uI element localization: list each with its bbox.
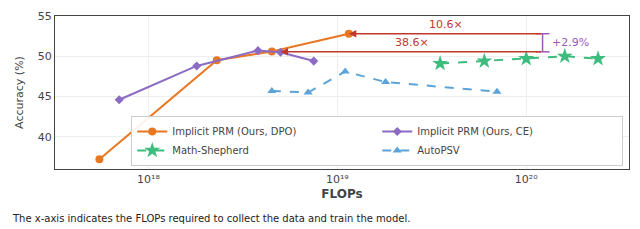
svg-text:10.6×: 10.6× [429, 18, 463, 31]
svg-text:10¹⁹: 10¹⁹ [326, 173, 349, 186]
svg-text:50: 50 [38, 50, 52, 63]
svg-text:55: 55 [38, 10, 52, 23]
svg-text:+2.9%: +2.9% [552, 36, 589, 49]
svg-text:Math-Shepherd: Math-Shepherd [172, 145, 249, 156]
svg-text:AutoPSV: AutoPSV [417, 145, 460, 156]
svg-text:Implicit PRM (Ours, DPO): Implicit PRM (Ours, DPO) [172, 126, 296, 137]
svg-text:38.6×: 38.6× [395, 36, 429, 49]
svg-text:The x-axis indicates the FLOPs: The x-axis indicates the FLOPs required … [12, 213, 410, 224]
svg-text:40: 40 [38, 131, 52, 144]
svg-text:FLOPs: FLOPs [321, 187, 362, 201]
svg-text:10²⁰: 10²⁰ [515, 173, 538, 186]
svg-text:Accuracy (%): Accuracy (%) [13, 56, 26, 129]
svg-text:45: 45 [38, 90, 52, 103]
svg-text:Implicit PRM (Ours, CE): Implicit PRM (Ours, CE) [417, 126, 533, 137]
svg-text:10¹⁸: 10¹⁸ [137, 173, 160, 186]
